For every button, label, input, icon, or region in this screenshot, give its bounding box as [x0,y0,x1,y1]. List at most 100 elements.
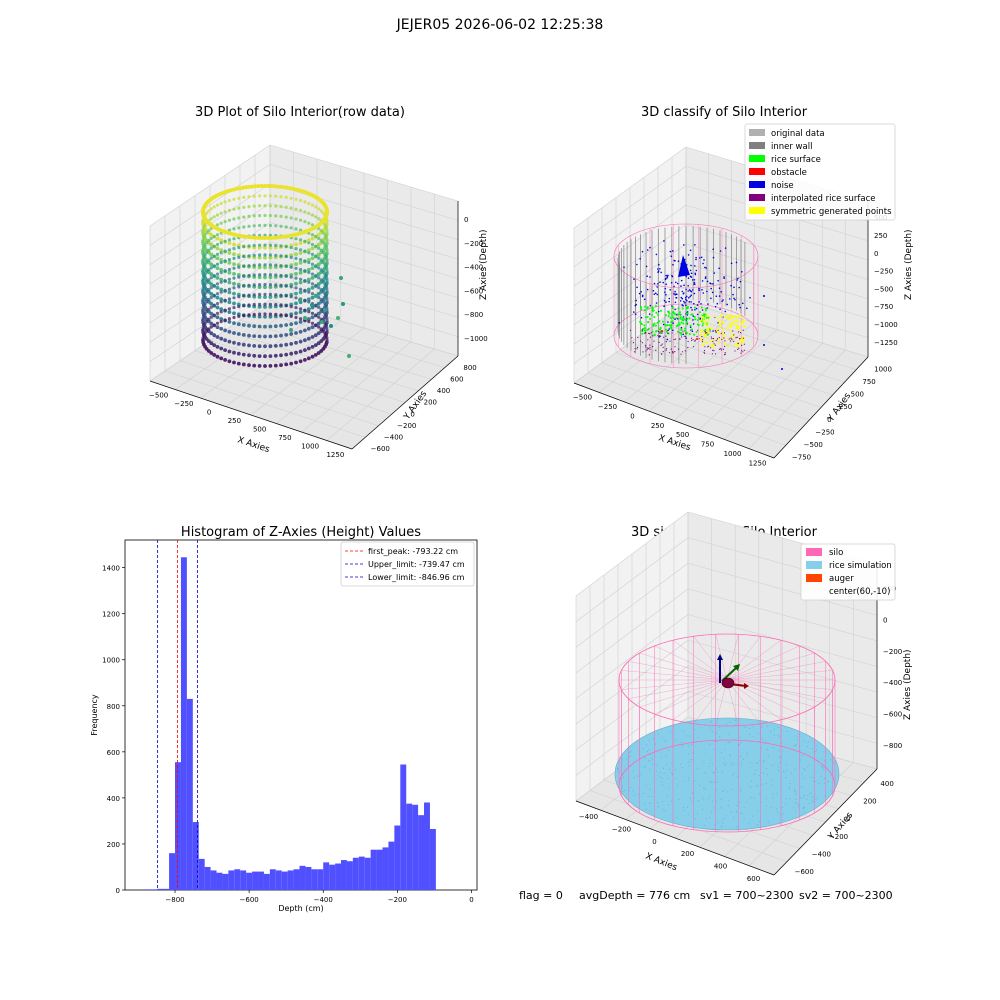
raw-point [227,258,231,262]
y-tick-label: 400 [107,795,120,803]
x-tick-label: 0 [652,838,656,846]
rice-surface-point [677,313,680,316]
x-tick-label: −600 [240,896,259,904]
raw-point [310,303,314,307]
symmetric-point [736,320,739,323]
rice-mesh-point [788,788,790,789]
raw-point [310,236,315,241]
rice-mesh-point [659,776,661,778]
histogram-bar [180,557,187,890]
raw-point [219,307,224,312]
raw-point [299,307,303,311]
rice-surface-point [646,306,649,309]
rice-mesh-point [775,808,777,810]
noise-point [684,301,686,304]
grid-line [687,562,878,616]
histogram-bar [376,849,383,890]
noise-point [662,281,664,284]
rice-mesh-point [758,732,759,734]
histogram-bar [228,870,235,890]
raw-point [257,255,262,260]
rice-mesh-point [777,726,779,728]
interpolated-point [712,349,714,351]
symmetric-point [720,325,723,328]
raw-point [258,283,262,287]
rice-mesh-point [795,790,796,792]
rice-mesh-point [699,785,701,787]
noise-point [702,262,704,265]
x-tick-label: 0 [469,896,473,904]
rice-mesh-point [750,787,752,789]
raw-point [219,346,224,351]
raw-point [227,310,232,314]
raw-point [203,312,207,316]
rice-mesh-point [728,800,730,802]
symmetric-point [734,315,737,318]
raw-point [252,302,256,307]
x-tick-label: 400 [714,863,727,871]
rice-mesh-point [682,744,684,746]
rice-surface-point [677,322,680,324]
raw-point [298,349,303,354]
noise-point [686,299,688,302]
raw-point [298,290,303,295]
raw-point [232,272,236,276]
noise-point [657,310,660,313]
raw-point [215,236,220,241]
auger [721,677,735,689]
raw-point [212,274,216,278]
silo-wire-spoke [726,636,761,681]
rice-mesh-point [713,749,715,750]
raw-point [236,322,241,327]
rice-mesh-point [743,758,744,760]
rice-surface-point [687,305,689,308]
interpolated-point [658,341,660,343]
rice-mesh-point [719,736,721,738]
interpolated-point [671,351,674,353]
raw-point [273,334,278,338]
raw-point [274,273,278,277]
raw-point [319,238,323,242]
rice-mesh-point [656,770,657,772]
interpolated-point [740,331,742,334]
raw-point [310,335,315,339]
y-tick-label: 200 [424,399,437,407]
noise-point [649,246,651,249]
raw-point [232,252,236,257]
rice-mesh-point [786,731,788,733]
noise-point [712,256,715,259]
symmetric-point [730,335,733,338]
raw-point [205,250,209,254]
noise-point [674,308,676,311]
raw-point [316,232,321,237]
raw-point [339,276,343,280]
raw-point [263,223,267,227]
rice-mesh-point [752,815,754,817]
raw-point [207,209,211,213]
raw-point [232,242,236,247]
noise-point [674,301,677,304]
raw-point [273,324,278,329]
raw-point [227,290,232,295]
rice-mesh-point [664,810,666,812]
raw-point [259,184,264,188]
interpolated-point [713,350,715,352]
rice-mesh-point [753,797,755,799]
rice-mesh-point [750,797,752,798]
histogram-bar [406,803,413,890]
y-tick-label: 0 [827,416,831,424]
rice-mesh-point [749,762,751,764]
raw-point [306,346,311,351]
raw-point [299,258,303,262]
raw-point [263,243,267,247]
symmetric-point [727,338,729,341]
symmetric-point [731,321,734,324]
rice-mesh-point [712,771,714,773]
noise-point [663,305,665,308]
noise-point [680,326,683,329]
rice-mesh-point [689,735,691,737]
raw-point [215,252,220,256]
legend-label: symmetric generated points [771,207,892,217]
rice-mesh-point [722,817,724,819]
rice-surface-point [694,318,697,321]
